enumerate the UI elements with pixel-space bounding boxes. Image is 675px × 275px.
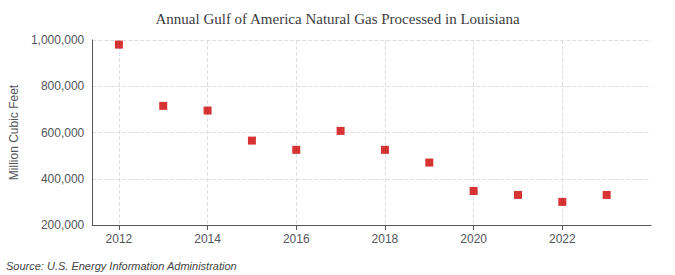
svg-text:800,000: 800,000 [41, 79, 85, 93]
svg-text:Source: U.S. Energy Informatio: Source: U.S. Energy Information Administ… [6, 260, 237, 272]
svg-text:2022: 2022 [549, 232, 576, 246]
svg-text:1,000,000: 1,000,000 [31, 33, 85, 47]
svg-text:Annual Gulf of America Natural: Annual Gulf of America Natural Gas Proce… [155, 11, 519, 27]
svg-text:200,000: 200,000 [41, 218, 85, 232]
svg-text:Million Cubic Feet: Million Cubic Feet [7, 84, 21, 180]
svg-text:400,000: 400,000 [41, 172, 85, 186]
svg-text:600,000: 600,000 [41, 126, 85, 140]
svg-text:2012: 2012 [106, 232, 133, 246]
svg-text:2014: 2014 [194, 232, 221, 246]
svg-text:2016: 2016 [283, 232, 310, 246]
svg-text:2020: 2020 [460, 232, 487, 246]
svg-text:2018: 2018 [372, 232, 399, 246]
